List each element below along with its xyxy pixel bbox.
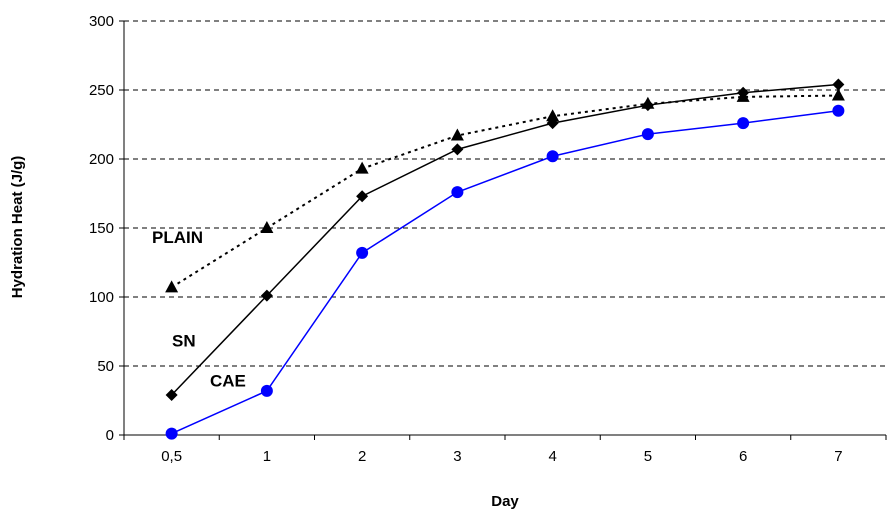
gridlines xyxy=(124,20,886,367)
data-point-plain xyxy=(831,88,845,101)
y-tick-label: 100 xyxy=(89,289,114,306)
y-tick-label: 0 xyxy=(106,427,114,444)
x-tick-label: 5 xyxy=(644,448,652,465)
data-point-cae xyxy=(165,427,178,440)
x-tick-label: 7 xyxy=(834,448,842,465)
y-tick-label: 300 xyxy=(89,13,114,30)
x-tick-label: 0,5 xyxy=(161,448,182,465)
series-sn xyxy=(165,78,845,401)
data-point-cae xyxy=(451,186,464,199)
data-point-sn xyxy=(165,388,178,401)
series-group xyxy=(165,78,845,440)
x-tick-label: 1 xyxy=(263,448,271,465)
axes xyxy=(119,20,887,440)
series-labels: PLAIN SN CAE xyxy=(152,228,246,391)
data-point-sn xyxy=(451,143,464,156)
x-tick-label: 4 xyxy=(548,448,556,465)
series-cae xyxy=(165,104,845,440)
data-point-cae xyxy=(356,246,369,259)
data-point-sn xyxy=(260,289,273,302)
y-tick-label: 50 xyxy=(97,358,114,375)
data-point-sn xyxy=(737,86,750,99)
data-point-sn xyxy=(356,190,369,203)
series-label-cae: CAE xyxy=(210,372,246,391)
data-point-cae xyxy=(737,117,750,130)
data-point-plain xyxy=(355,161,369,174)
data-point-plain xyxy=(260,221,274,233)
x-axis-title: Day xyxy=(491,493,519,510)
series-line-cae xyxy=(171,109,839,435)
x-tick-label: 3 xyxy=(453,448,461,465)
y-tick-label: 200 xyxy=(89,151,114,168)
data-point-plain xyxy=(165,280,179,293)
data-point-cae xyxy=(641,128,654,141)
x-tick-label: 6 xyxy=(739,448,747,465)
data-point-plain xyxy=(450,128,464,141)
data-point-sn xyxy=(832,78,845,91)
y-axis-title: Hydration Heat (J/g) xyxy=(9,156,26,299)
y-tick-label: 150 xyxy=(89,220,114,237)
x-tick-label: 2 xyxy=(358,448,366,465)
series-label-plain: PLAIN xyxy=(152,228,203,247)
series-line-plain xyxy=(171,94,839,289)
tick-labels: 0 50 100 150 200 250 300 0,5 1 2 3 4 5 6 7 xyxy=(89,13,843,465)
series-label-sn: SN xyxy=(172,332,196,351)
data-point-sn xyxy=(641,99,654,112)
series-line-sn xyxy=(171,83,839,396)
data-point-cae xyxy=(832,104,845,117)
y-tick-label: 250 xyxy=(89,82,114,99)
data-point-cae xyxy=(546,150,559,163)
data-point-cae xyxy=(260,384,273,397)
data-point-plain xyxy=(546,109,560,122)
data-point-sn xyxy=(546,117,559,130)
